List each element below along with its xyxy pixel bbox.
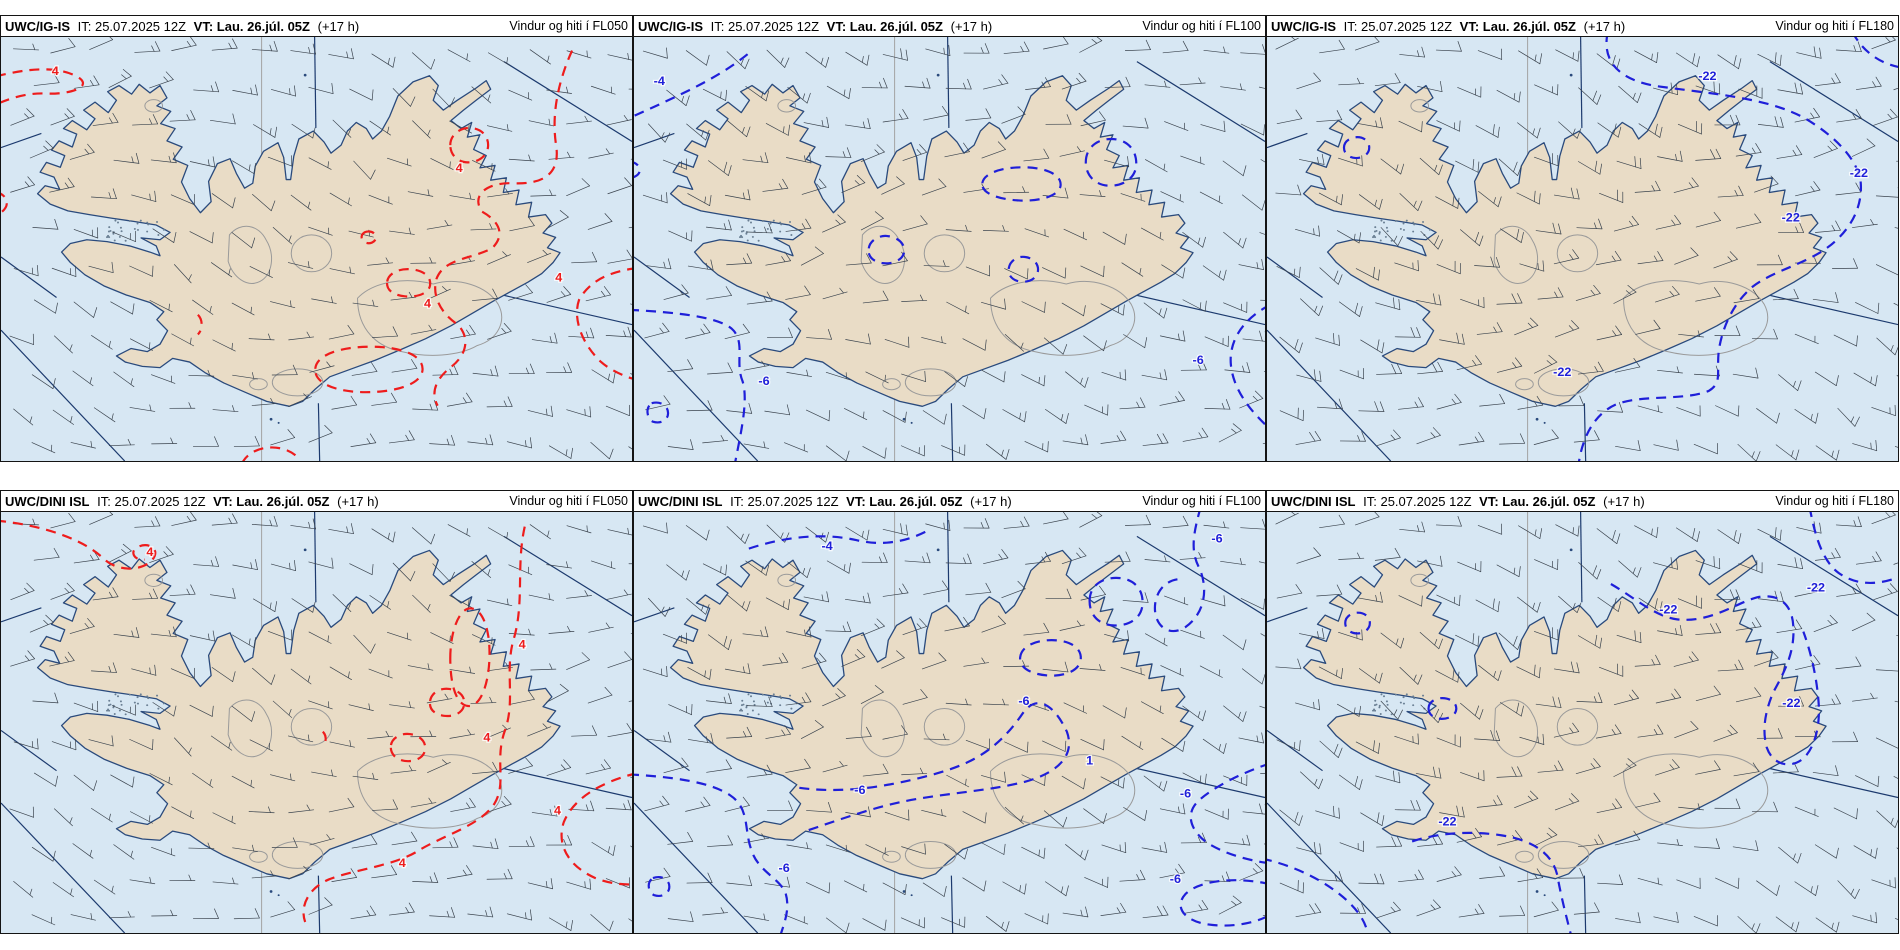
contour-label: -22 <box>1438 815 1456 829</box>
contour-label: 4 <box>456 161 463 175</box>
level-title: Vindur og hiti í FL050 <box>509 19 628 33</box>
chart-row-dini: UWC/DINI ISL IT: 25.07.2025 12Z VT: Lau.… <box>0 490 1900 934</box>
contour-label: 4 <box>146 545 153 559</box>
forecast-offset: (+17 h) <box>950 18 993 34</box>
valid-time: VT: Lau. 26.júl. 05Z <box>193 18 310 34</box>
forecast-offset: (+17 h) <box>317 18 360 34</box>
contour-label: -22 <box>1659 602 1677 616</box>
contour-label: 4 <box>52 64 59 78</box>
contour-label: 4 <box>554 804 561 818</box>
forecast-offset: (+17 h) <box>1603 493 1645 509</box>
panel-title: UWC/DINI ISL IT: 25.07.2025 12Z VT: Lau.… <box>638 494 1012 509</box>
weather-map-fl100: -4 -6 -6 <box>634 37 1265 461</box>
contour-label: -6 <box>1193 353 1204 367</box>
level-title: Vindur og hiti í FL050 <box>509 494 628 508</box>
init-time: IT: 25.07.2025 12Z <box>97 493 206 509</box>
valid-time: VT: Lau. 26.júl. 05Z <box>846 493 963 509</box>
init-time: IT: 25.07.2025 12Z <box>710 18 820 34</box>
forecast-panel-igis-fl180: UWC/IG-IS IT: 25.07.2025 12Z VT: Lau. 26… <box>1266 15 1899 462</box>
level-title: Vindur og hiti í FL100 <box>1142 494 1261 508</box>
valid-time: VT: Lau. 26.júl. 05Z <box>826 18 943 34</box>
forecast-panel-dini-fl050: UWC/DINI ISL IT: 25.07.2025 12Z VT: Lau.… <box>0 490 633 934</box>
panel-title: UWC/DINI ISL IT: 25.07.2025 12Z VT: Lau.… <box>1271 494 1645 509</box>
model-name: UWC/IG-IS <box>5 18 70 34</box>
init-time: IT: 25.07.2025 12Z <box>77 18 187 34</box>
init-time: IT: 25.07.2025 12Z <box>1363 493 1472 509</box>
contour-label: 4 <box>483 731 490 745</box>
contour-label: -22 <box>1698 69 1716 83</box>
contour-label: 4 <box>424 297 431 311</box>
level-title: Vindur og hiti í FL180 <box>1775 494 1894 508</box>
weather-map-fl100: -4 -6 -6 1 -6 -6 -6 -6 <box>634 512 1265 933</box>
forecast-panel-dini-fl100: UWC/DINI ISL IT: 25.07.2025 12Z VT: Lau.… <box>633 490 1266 934</box>
init-time: IT: 25.07.2025 12Z <box>1343 18 1453 34</box>
contour-label: 1 <box>1086 754 1093 768</box>
contour-label: -6 <box>1211 532 1222 546</box>
init-time: IT: 25.07.2025 12Z <box>730 493 839 509</box>
valid-time: VT: Lau. 26.júl. 05Z <box>1459 18 1576 34</box>
forecast-offset: (+17 h) <box>970 493 1012 509</box>
weather-map-fl050: 4 4 4 4 4 <box>1 512 632 933</box>
contour-label: -22 <box>1850 166 1868 180</box>
panel-title: UWC/IG-IS IT: 25.07.2025 12Z VT: Lau. 26… <box>1271 19 1625 34</box>
contour-label: -4 <box>821 539 832 553</box>
contour-label: 4 <box>555 271 562 285</box>
contour-label: -22 <box>1553 365 1571 379</box>
panel-title: UWC/IG-IS IT: 25.07.2025 12Z VT: Lau. 26… <box>5 19 359 34</box>
forecast-panel-igis-fl100: UWC/IG-IS IT: 25.07.2025 12Z VT: Lau. 26… <box>633 15 1266 462</box>
panel-header: UWC/IG-IS IT: 25.07.2025 12Z VT: Lau. 26… <box>1 16 632 37</box>
weather-map-fl180: -22 -22 -22 -22 <box>1267 37 1898 461</box>
contour-label: -22 <box>1782 696 1800 710</box>
weather-chart-grid: UWC/IG-IS IT: 25.07.2025 12Z VT: Lau. 26… <box>0 15 1900 934</box>
forecast-panel-dini-fl180: UWC/DINI ISL IT: 25.07.2025 12Z VT: Lau.… <box>1266 490 1899 934</box>
contour-label: -6 <box>854 783 865 797</box>
model-name: UWC/DINI ISL <box>1271 493 1356 509</box>
forecast-offset: (+17 h) <box>1583 18 1626 34</box>
contour-label: -22 <box>1782 210 1800 224</box>
forecast-panel-igis-fl050: UWC/IG-IS IT: 25.07.2025 12Z VT: Lau. 26… <box>0 15 633 462</box>
valid-time: VT: Lau. 26.júl. 05Z <box>1479 493 1596 509</box>
weather-map-fl050: 4 4 4 4 <box>1 37 632 461</box>
model-name: UWC/DINI ISL <box>5 493 90 509</box>
contour-label: -4 <box>654 74 665 88</box>
valid-time: VT: Lau. 26.júl. 05Z <box>213 493 330 509</box>
contour-label: 4 <box>399 856 406 870</box>
panel-header: UWC/DINI ISL IT: 25.07.2025 12Z VT: Lau.… <box>1 491 632 512</box>
panel-header: UWC/IG-IS IT: 25.07.2025 12Z VT: Lau. 26… <box>634 16 1265 37</box>
contour-label: -6 <box>1170 872 1181 886</box>
panel-title: UWC/IG-IS IT: 25.07.2025 12Z VT: Lau. 26… <box>638 19 992 34</box>
panel-header: UWC/DINI ISL IT: 25.07.2025 12Z VT: Lau.… <box>1267 491 1898 512</box>
contour-label: 4 <box>519 638 526 652</box>
level-title: Vindur og hiti í FL180 <box>1775 19 1894 33</box>
contour-label: -6 <box>1180 787 1191 801</box>
panel-header: UWC/IG-IS IT: 25.07.2025 12Z VT: Lau. 26… <box>1267 16 1898 37</box>
chart-row-igis: UWC/IG-IS IT: 25.07.2025 12Z VT: Lau. 26… <box>0 15 1900 462</box>
panel-title: UWC/DINI ISL IT: 25.07.2025 12Z VT: Lau.… <box>5 494 379 509</box>
contour-label: -6 <box>758 374 769 388</box>
weather-map-fl180: -22 -22 -22 -22 <box>1267 512 1898 933</box>
forecast-offset: (+17 h) <box>337 493 379 509</box>
model-name: UWC/IG-IS <box>638 18 703 34</box>
model-name: UWC/DINI ISL <box>638 493 723 509</box>
model-name: UWC/IG-IS <box>1271 18 1336 34</box>
contour-label: -6 <box>779 861 790 875</box>
contour-label: -6 <box>1018 694 1029 708</box>
level-title: Vindur og hiti í FL100 <box>1142 19 1261 33</box>
panel-header: UWC/DINI ISL IT: 25.07.2025 12Z VT: Lau.… <box>634 491 1265 512</box>
contour-label: -22 <box>1807 581 1825 595</box>
